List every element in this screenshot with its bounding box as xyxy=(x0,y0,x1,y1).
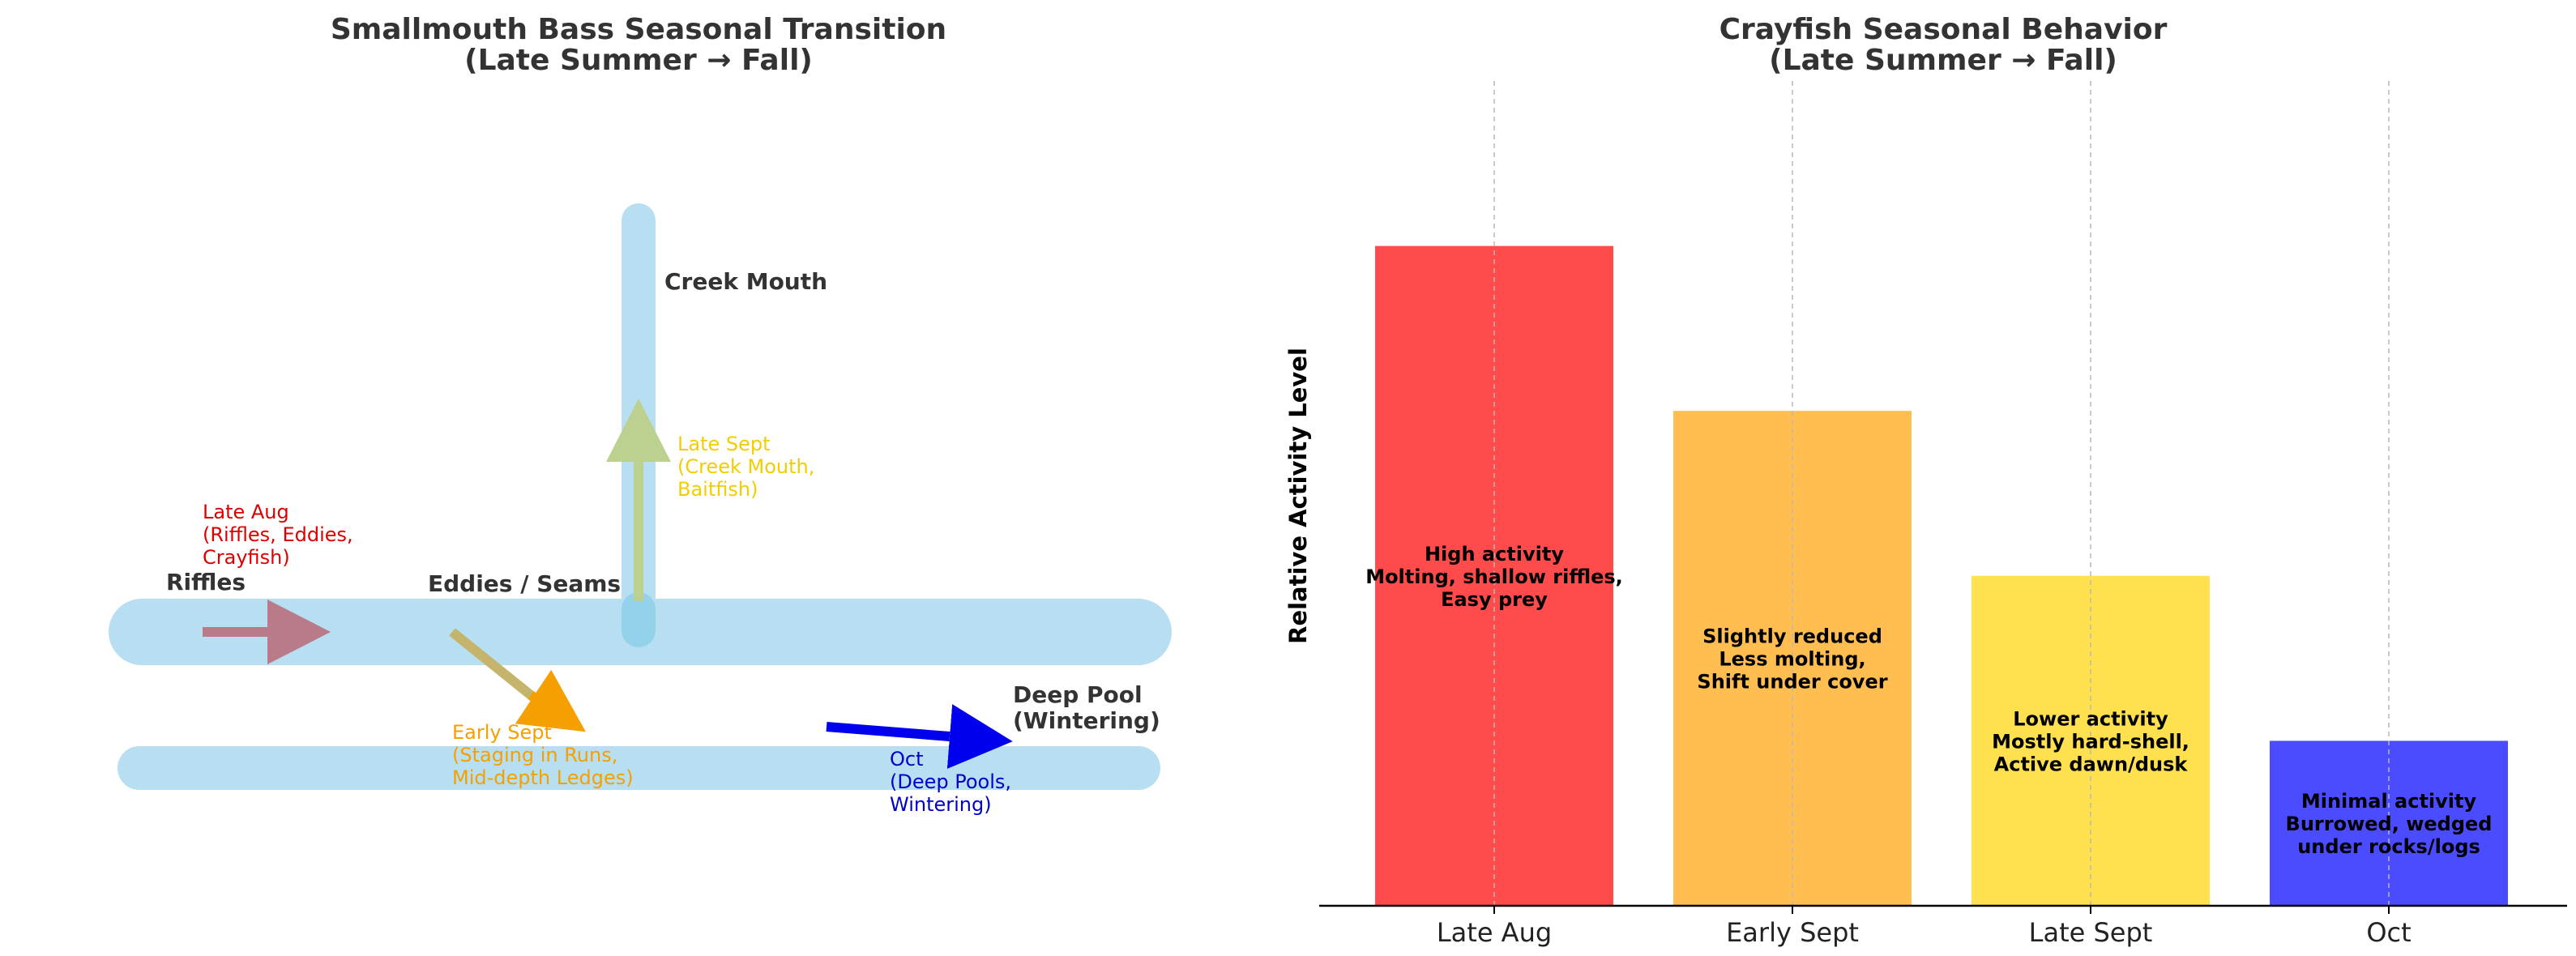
bar-annotation: Molting, shallow riffles, xyxy=(1365,565,1623,588)
crayfish-bar-chart: Crayfish Seasonal Behavior (Late Summer … xyxy=(1284,13,2567,948)
bar-annotation: Minimal activity xyxy=(2301,790,2477,813)
stage-label-late-aug: Late Aug (Riffles, Eddies, Crayfish) xyxy=(203,501,353,569)
arrow-early-sept-head-shaft xyxy=(515,669,586,732)
location-deep-pool-sub: (Wintering) xyxy=(1013,707,1160,734)
svg-text:Early Sept: Early Sept xyxy=(452,721,552,744)
svg-text:(Deep Pools,: (Deep Pools, xyxy=(890,770,1011,793)
svg-text:(Creek Mouth,: (Creek Mouth, xyxy=(677,455,814,478)
location-riffles: Riffles xyxy=(166,569,246,595)
ticks-layer: Late Aug Early Sept Late Sept Oct xyxy=(1437,906,2412,948)
svg-text:Crayfish): Crayfish) xyxy=(203,546,290,569)
bar-annotation: Mostly hard-shell, xyxy=(1992,730,2189,753)
x-tick-label: Late Sept xyxy=(2029,917,2153,948)
bar-annotation: Lower activity xyxy=(2013,707,2168,730)
bar-annotation: Active dawn/dusk xyxy=(1994,753,2189,775)
bar-annotation: under rocks/logs xyxy=(2297,835,2480,858)
svg-text:(Riffles, Eddies,: (Riffles, Eddies, xyxy=(203,523,353,546)
location-creek-mouth: Creek Mouth xyxy=(664,268,827,295)
svg-text:Late Aug: Late Aug xyxy=(203,501,289,523)
svg-text:Baitfish): Baitfish) xyxy=(677,478,758,501)
bass-transition-panel: Smallmouth Bass Seasonal Transition (Lat… xyxy=(109,13,1172,816)
grid-layer xyxy=(1493,81,2390,906)
bar-annotation: Shift under cover xyxy=(1697,671,1887,694)
right-title: Crayfish Seasonal Behavior xyxy=(1719,13,2168,46)
svg-text:(Staging in Runs,: (Staging in Runs, xyxy=(452,744,617,766)
x-tick-label: Late Aug xyxy=(1437,917,1552,948)
location-deep-pool: Deep Pool xyxy=(1013,681,1143,708)
x-tick-label: Early Sept xyxy=(1726,917,1859,948)
svg-text:Mid-depth Ledges): Mid-depth Ledges) xyxy=(452,766,634,789)
svg-text:Wintering): Wintering) xyxy=(890,793,992,816)
svg-text:Late Sept: Late Sept xyxy=(677,433,771,455)
arrow-oct xyxy=(826,704,1013,769)
bar-annotation: Less molting, xyxy=(1719,648,1865,671)
stage-label-early-sept: Early Sept (Staging in Runs, Mid-depth L… xyxy=(452,721,634,789)
stage-label-oct: Oct (Deep Pools, Wintering) xyxy=(890,748,1011,816)
bar-annotation: Slightly reduced xyxy=(1702,625,1882,648)
bar-annotation: High activity xyxy=(1425,543,1564,565)
stage-label-late-sept: Late Sept (Creek Mouth, Baitfish) xyxy=(677,433,814,501)
location-eddies: Eddies / Seams xyxy=(428,570,621,597)
svg-text:Oct: Oct xyxy=(890,748,924,770)
y-axis-label: Relative Activity Level xyxy=(1284,348,1312,644)
x-tick-label: Oct xyxy=(2366,917,2411,948)
right-subtitle: (Late Summer → Fall) xyxy=(1769,44,2117,77)
bar-annotation: Easy prey xyxy=(1441,588,1548,611)
bar-annotation: Burrowed, wedged xyxy=(2286,813,2493,835)
left-subtitle: (Late Summer → Fall) xyxy=(464,44,813,77)
left-title: Smallmouth Bass Seasonal Transition xyxy=(331,13,946,46)
